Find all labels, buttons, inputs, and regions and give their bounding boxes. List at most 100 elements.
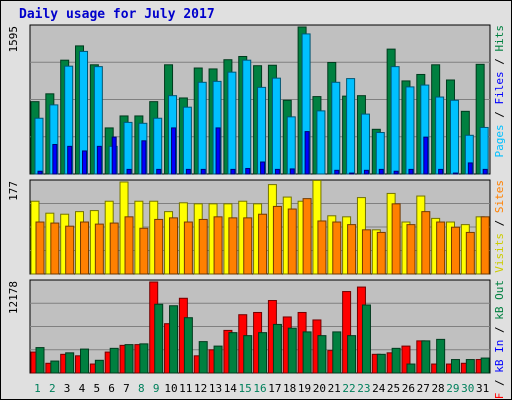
bar-kb-out [183,317,193,374]
bar-files [331,81,341,175]
bar-pages [230,168,236,175]
bar-sites [421,211,431,275]
bar-files [257,86,267,175]
bar-kb-out [35,347,45,374]
day-label: 20 [313,382,326,395]
day-label: 17 [268,382,281,395]
day-label: 21 [328,382,341,395]
legend-bottom: kB F / kB In / kB Out [493,280,506,400]
bar-pages [141,140,147,175]
bar-files [271,77,281,175]
day-label: 25 [387,382,400,395]
bar-kb-out [65,352,75,374]
bar-sites [243,217,253,275]
bar-files [375,132,385,175]
bar-sites [317,220,327,275]
legend-entry: kB Out [493,280,506,320]
bar-sites [258,213,268,275]
bar-sites [139,227,149,275]
bar-sites [213,216,223,275]
bar-kb-out [421,340,431,374]
bar-kb-out [139,343,149,374]
bar-pages [334,169,340,175]
bar-sites [361,229,371,275]
legend-top: Pages / Files / Hits [493,25,506,158]
bar-sites [272,205,282,275]
bar-sites [124,216,134,275]
bar-sites [109,222,119,275]
legend-entry: / [493,373,506,393]
bar-files [153,117,163,175]
bar-kb-out [361,304,371,374]
bar-files [123,121,133,175]
bar-kb-f [401,345,411,374]
bar-sites [228,217,238,275]
legend-entry: kB In [493,340,506,373]
bar-sites [332,221,342,275]
bar-pages [67,145,73,175]
day-label: 28 [431,382,444,395]
bar-kb-out [50,360,60,374]
bar-sites [302,198,312,275]
bar-sites [198,218,208,275]
bar-kb-out [109,347,119,374]
bar-pages [126,168,132,175]
legend-entry: Pages [493,124,506,157]
bar-files [449,99,459,175]
bar-kb-out [287,327,297,374]
day-label: 6 [108,382,115,395]
bar-pages [185,168,191,175]
bar-files [405,86,415,175]
bar-files [316,110,326,175]
bar-kb-out [124,344,134,374]
chart-title: Daily usage for July 2017 [19,7,215,22]
bar-pages [215,127,221,175]
day-label: 31 [476,382,489,395]
bar-pages [52,144,58,175]
bar-files [242,59,252,175]
bar-pages [200,168,206,175]
day-label: 13 [209,382,222,395]
day-label: 2 [49,382,56,395]
bar-sites [169,217,179,275]
bar-pages [245,167,251,175]
bar-kb-f [342,291,352,374]
bar-pages [423,136,429,175]
bar-pages [467,162,473,175]
day-label: 12 [194,382,207,395]
bar-kb-out [80,348,90,374]
bar-kb-out [302,331,312,374]
legend-entry: / [493,213,506,233]
bar-pages [171,127,177,175]
day-label: 19 [298,382,311,395]
day-label: 15 [239,382,252,395]
legend-entry: / [493,52,506,72]
bar-kb-out [213,345,223,374]
bar-pages [96,145,102,175]
bar-files [286,116,296,175]
bar-pages [37,170,43,175]
bar-pages [304,131,310,175]
bar-pages [393,170,399,175]
bar-pages [378,168,384,175]
legend-entry: Hits [493,25,506,52]
bar-sites [480,216,490,275]
bar-pages [274,168,280,175]
bar-files [227,71,237,175]
bar-kb-out [406,363,416,374]
bar-files [360,113,370,175]
bar-kb-out [332,331,342,374]
bar-kb-out [480,357,490,374]
bar-pages [156,168,162,175]
bar-kb-out [154,303,164,374]
bar-kb-out [228,332,238,374]
day-label: 5 [93,382,100,395]
bar-sites [80,221,90,275]
legend-entry: / [493,320,506,340]
bar-pages [452,172,458,175]
day-label: 27 [417,382,430,395]
bar-pages [289,168,295,175]
day-label: 3 [64,382,71,395]
day-label: 23 [357,382,370,395]
day-label: 24 [372,382,386,395]
